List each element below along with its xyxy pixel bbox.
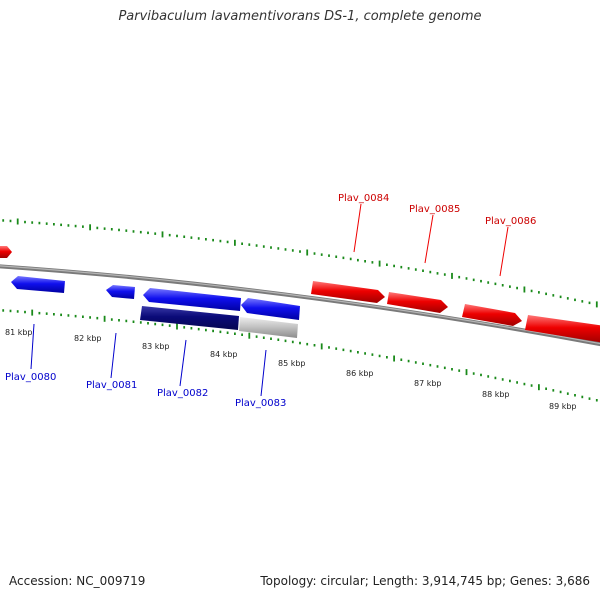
gene-arrow-offscreen[interactable] (0, 246, 12, 258)
scale-ticks (2, 218, 598, 402)
gene-label-plav-0080[interactable]: Plav_0080 (5, 372, 56, 383)
gene-label-plav-0084[interactable]: Plav_0084 (338, 193, 389, 204)
gene-arrow-plav-0086[interactable] (462, 304, 522, 326)
leader-line (30, 323, 35, 370)
gene-arrow-plav-0084[interactable] (311, 281, 385, 303)
gene-label-plav-0082[interactable]: Plav_0082 (157, 388, 208, 399)
gene-label-plav-0081[interactable]: Plav_0081 (86, 380, 137, 391)
scale-label: 83 kbp (142, 342, 170, 351)
gene-arrow-plav-0082-segment[interactable] (140, 306, 239, 330)
gene-label-plav-0085[interactable]: Plav_0085 (409, 204, 460, 215)
scale-label: 81 kbp (5, 328, 33, 337)
leader-line (499, 226, 509, 277)
leader-line (353, 203, 362, 253)
scale-label: 85 kbp (278, 359, 306, 368)
forward-gene-labels: Plav_0084 Plav_0085 Plav_0086 (338, 193, 536, 277)
gene-arrow-plav-0085[interactable] (387, 292, 448, 313)
scale-labels: 81 kbp 82 kbp 83 kbp 84 kbp 85 kbp 86 kb… (5, 328, 577, 411)
scale-label: 87 kbp (414, 379, 442, 388)
reverse-gene-labels: Plav_0080 Plav_0081 Plav_0082 Plav_0083 (5, 323, 286, 409)
gene-arrow-plav-0080[interactable] (11, 276, 65, 293)
accession-text: Accession: NC_009719 (9, 574, 146, 588)
map-title: Parvibaculum lavamentivorans DS-1, compl… (118, 9, 482, 24)
gene-label-plav-0083[interactable]: Plav_0083 (235, 398, 286, 409)
scale-label: 82 kbp (74, 334, 102, 343)
scale-label: 86 kbp (346, 369, 374, 378)
leader-line (424, 214, 434, 264)
scale-label: 84 kbp (210, 350, 238, 359)
gene-arrow-gray-segment[interactable] (239, 317, 298, 338)
gene-arrow-offscreen-right[interactable] (525, 315, 600, 343)
scale-label: 88 kbp (482, 390, 510, 399)
gene-label-plav-0086[interactable]: Plav_0086 (485, 216, 536, 227)
gene-arrow-plav-0081[interactable] (106, 285, 135, 299)
genome-summary-text: Topology: circular; Length: 3,914,745 bp… (260, 574, 590, 588)
leader-line (260, 349, 267, 397)
leader-line (179, 339, 187, 387)
gene-arrow-plav-0082[interactable] (143, 288, 241, 311)
gene-arrow-plav-0083[interactable] (241, 298, 300, 320)
leader-line (110, 332, 117, 379)
scale-label: 89 kbp (549, 402, 577, 411)
reverse-genes (11, 276, 300, 338)
forward-genes (0, 246, 600, 343)
